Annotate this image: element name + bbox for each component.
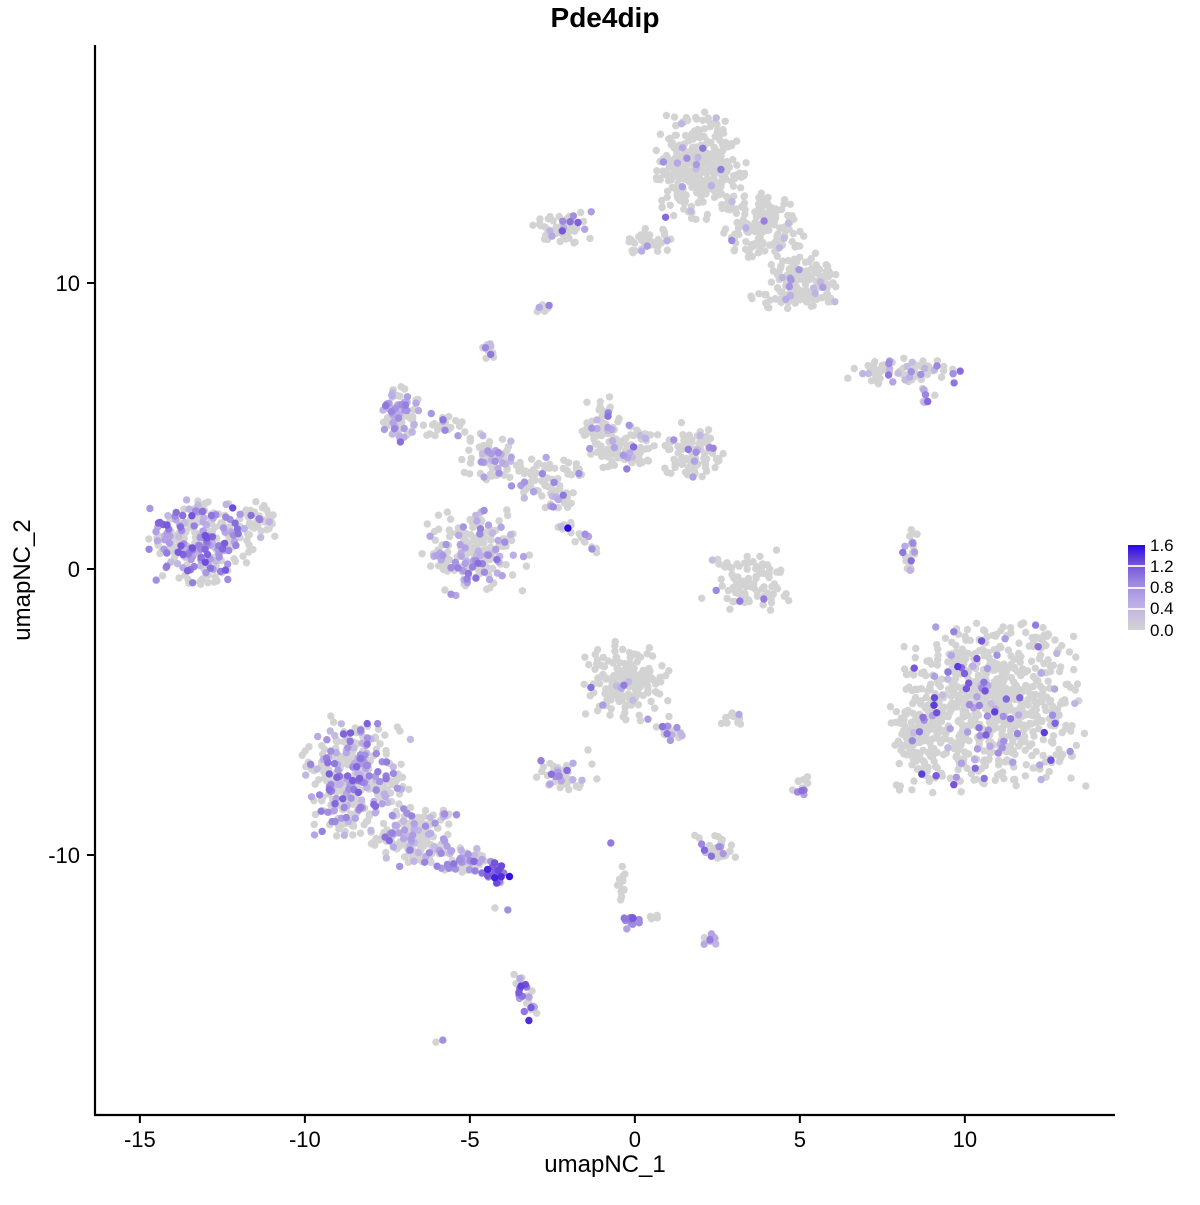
- x-tick-label: -5: [460, 1127, 480, 1152]
- x-tick-label: 5: [794, 1127, 806, 1152]
- x-tick-label: 0: [629, 1127, 641, 1152]
- plot-title: Pde4dip: [550, 2, 660, 33]
- colorbar-gradient: [1128, 545, 1145, 630]
- colorbar-label: 0.4: [1150, 599, 1174, 619]
- x-tick-label: 10: [953, 1127, 977, 1152]
- colorbar-label: 1.2: [1150, 556, 1174, 576]
- colorbar-tick: [1128, 586, 1145, 589]
- colorbar-label: 0.0: [1150, 620, 1174, 640]
- colorbar-label: 1.6: [1150, 535, 1174, 555]
- y-tick-label: 0: [68, 557, 80, 582]
- x-tick-label: -15: [124, 1127, 156, 1152]
- x-tick-label: -10: [289, 1127, 321, 1152]
- y-tick-label: -10: [48, 843, 80, 868]
- y-axis-title: umapNC_2: [9, 519, 36, 640]
- colorbar-tick: [1128, 607, 1145, 610]
- x-axis-ticks: -15 -10 -5 0 5 10: [124, 1115, 977, 1152]
- expressing-points-layer: [145, 114, 1079, 1044]
- y-tick-label: 10: [56, 271, 80, 296]
- expression-colorbar-legend: 1.6 1.2 0.8 0.4 0.0: [1128, 537, 1198, 639]
- colorbar-tick: [1128, 565, 1145, 568]
- y-axis-ticks: 10 0 -10: [48, 271, 95, 868]
- axis-lines: [93, 45, 1115, 1117]
- grey-points-layer: [145, 108, 1090, 1046]
- colorbar-label: 0.8: [1150, 578, 1174, 597]
- x-axis-title: umapNC_1: [544, 1151, 665, 1178]
